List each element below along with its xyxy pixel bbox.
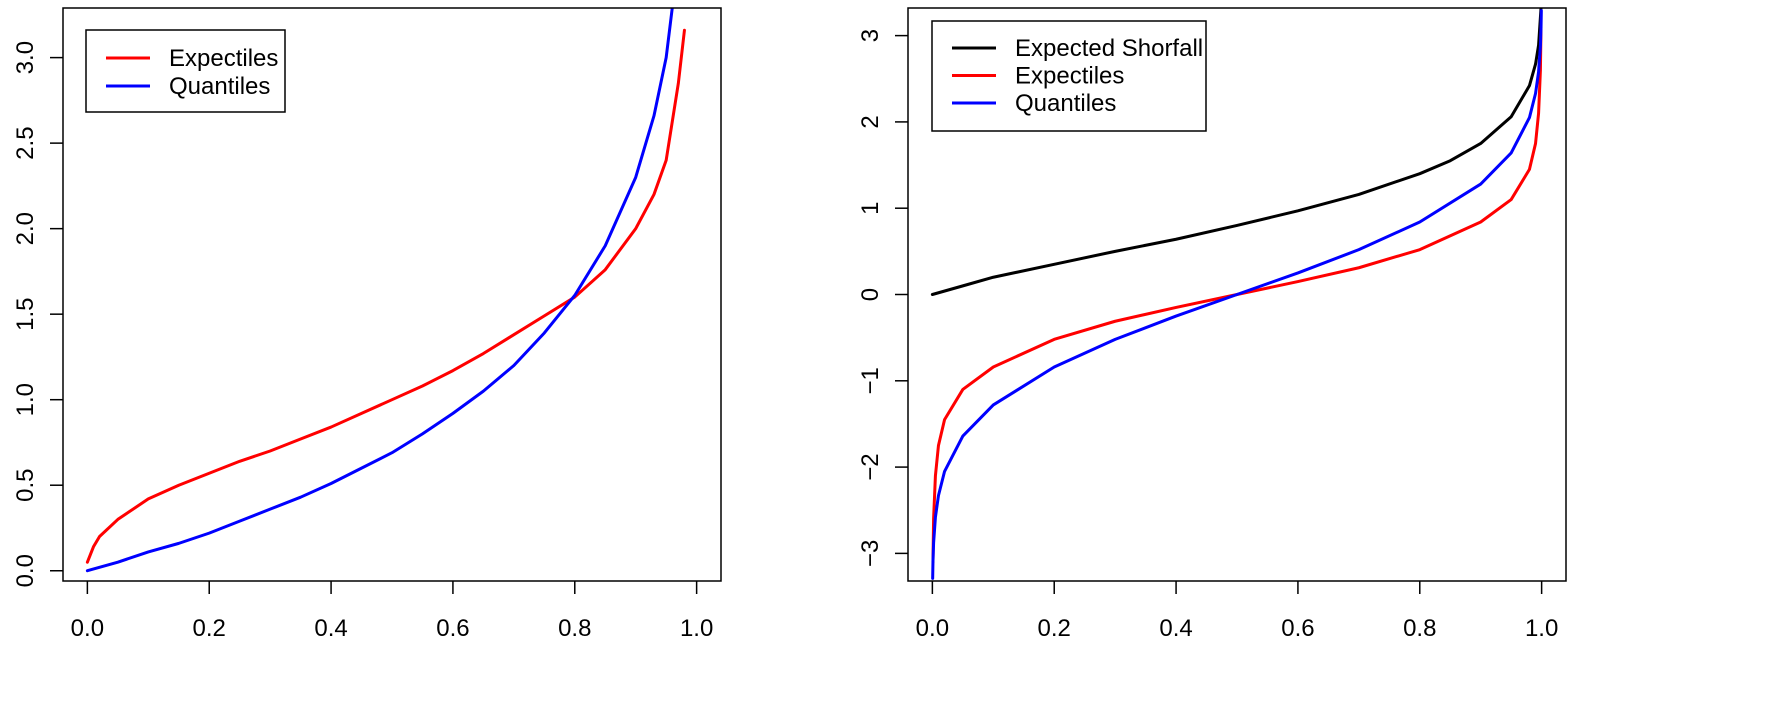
left-panel-expectiles-quantiles: 0.0 0.2 0.4 0.6 0.8 1.0 0.0 0.5 1.0 1.5 2.0 2.5 3.0 E… [12, 7, 722, 642]
x-tick-label: 0.8 [1403, 615, 1436, 642]
legend-label: Quantiles [1015, 90, 1116, 117]
y-tick-label: 3.0 [12, 41, 39, 74]
series-line-expectiles [85, 28, 686, 564]
y-tick-label: 3 [857, 29, 884, 42]
y-tick-label: 0 [857, 288, 884, 301]
x-tick-label: 0.0 [916, 615, 949, 642]
y-tick-label: 2.0 [12, 212, 39, 245]
series-line-expected-shorfall [930, 8, 1543, 296]
plot-frame [62, 7, 722, 582]
legend-label: Quantiles [169, 73, 270, 100]
legend-label: Expectiles [1015, 63, 1124, 90]
y-tick-label: −1 [857, 367, 884, 394]
y-tick-label: −2 [857, 453, 884, 480]
x-axis: 0.0 0.2 0.4 0.6 0.8 1.0 [71, 581, 713, 642]
series-lines [930, 8, 1543, 580]
x-tick-label: 0.4 [314, 615, 347, 642]
x-tick-label: 0.2 [1038, 615, 1071, 642]
right-panel-es-expectiles-quantiles: 0.0 0.2 0.4 0.6 0.8 1.0 −3 −2 −1 0 1 2 3 Expected Sho… [857, 7, 1567, 642]
x-tick-label: 0.6 [436, 615, 469, 642]
x-tick-label: 0.6 [1281, 615, 1314, 642]
series-line-quantiles [931, 9, 1543, 580]
y-tick-label: 0.0 [12, 554, 39, 587]
y-tick-label: 1 [857, 202, 884, 215]
y-tick-label: 1.5 [12, 297, 39, 330]
y-tick-label: 1.0 [12, 383, 39, 416]
y-axis: −3 −2 −1 0 1 2 3 [857, 29, 908, 567]
x-axis: 0.0 0.2 0.4 0.6 0.8 1.0 [916, 581, 1558, 642]
x-tick-label: 0.2 [193, 615, 226, 642]
y-tick-label: 0.5 [12, 469, 39, 502]
legend-label: Expected Shorfall [1015, 35, 1203, 62]
series-line-quantiles [85, 8, 674, 573]
y-axis: 0.0 0.5 1.0 1.5 2.0 2.5 3.0 [12, 41, 63, 587]
y-tick-label: 2.5 [12, 126, 39, 159]
x-tick-label: 0.4 [1159, 615, 1192, 642]
legend-label: Expectiles [169, 45, 278, 72]
legend-box [85, 29, 286, 113]
series-lines [85, 8, 686, 573]
y-tick-label: −3 [857, 540, 884, 567]
y-tick-label: 2 [857, 115, 884, 128]
x-tick-label: 0.8 [558, 615, 591, 642]
x-tick-label: 1.0 [1525, 615, 1558, 642]
x-tick-label: 1.0 [680, 615, 713, 642]
x-tick-label: 0.0 [71, 615, 104, 642]
